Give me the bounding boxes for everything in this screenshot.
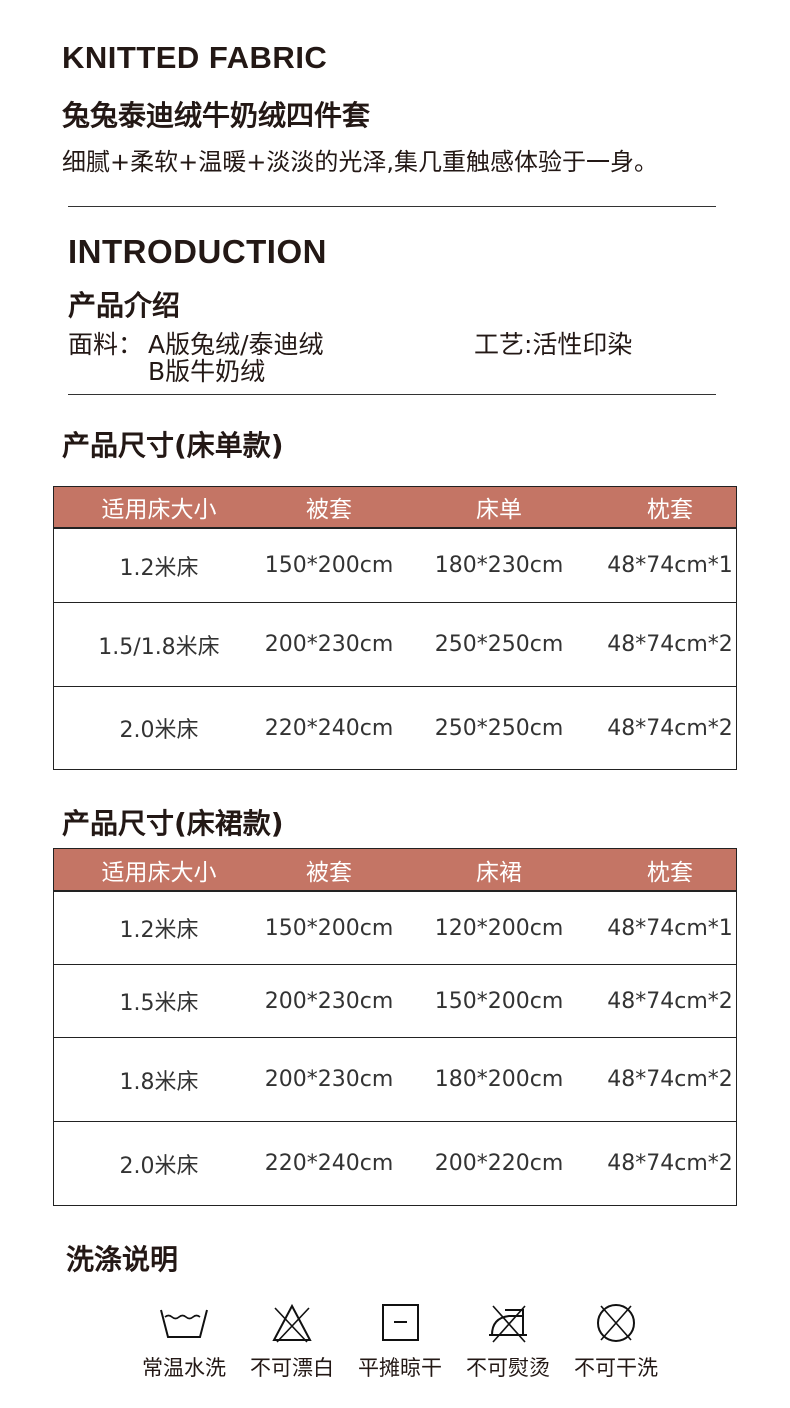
fabric-a: A版兔绒/泰迪绒 [148,330,324,359]
care-item: 不可熨烫 [454,1300,562,1382]
cell: 48*74cm*1 [607,915,733,941]
table-row: 1.5米床 200*230cm 150*200cm 48*74cm*2 [54,964,736,1037]
cell: 1.2米床 [119,918,199,943]
cell: 120*200cm [434,915,564,941]
table-row: 2.0米床 220*240cm 200*220cm 48*74cm*2 [54,1121,736,1205]
cell: 250*250cm [434,715,564,741]
skirt-size-table: 适用床大小 被套 床裙 枕套 1.2米床 150*200cm 120*200cm 48… [53,848,737,1206]
table-row: 1.8米床 200*230cm 180*200cm 48*74cm*2 [54,1037,736,1121]
divider [68,394,716,395]
table-row: 1.2米床 150*200cm 180*230cm 48*74cm*1 [54,529,736,602]
cell: 200*230cm [264,988,394,1014]
title-en: KNITTED FABRIC [62,40,328,75]
title-cn: 兔兔泰迪绒牛奶绒四件套 [62,99,371,132]
header-cell: 适用床大小 [101,859,217,886]
care-label: 平摊晾干 [358,1356,442,1380]
cell: 48*74cm*2 [607,715,733,741]
cell: 48*74cm*1 [607,553,733,578]
intro-title-cn: 产品介绍 [68,289,181,322]
header-cell: 适用床大小 [101,497,217,523]
cell: 220*240cm [264,715,394,741]
care-label: 不可漂白 [250,1356,334,1380]
cell: 180*230cm [434,553,564,578]
cell: 1.2米床 [119,555,199,581]
wash-tub-icon [160,1309,208,1338]
description: 细腻+柔软+温暖+淡淡的光泽,集几重触感体验于一身。 [62,148,658,176]
cell: 48*74cm*2 [607,988,733,1014]
table-row: 2.0米床 220*240cm 250*250cm 48*74cm*2 [54,686,736,769]
care-item: 不可干洗 [562,1300,670,1382]
cell: 220*240cm [264,1151,394,1176]
header-cell: 被套 [306,497,352,523]
care-item: 常温水洗 [130,1300,238,1382]
cell: 1.8米床 [119,1069,199,1095]
cell: 200*230cm [264,1067,394,1092]
skirt-table-title: 产品尺寸(床裙款) [62,807,284,840]
care-item: 平摊晾干 [346,1300,454,1382]
table-row: 1.5/1.8米床 200*230cm 250*250cm 48*74cm*2 [54,602,736,686]
table-row: 1.2米床 150*200cm 120*200cm 48*74cm*1 [54,892,736,964]
sheet-size-table: 适用床大小 被套 床单 枕套 1.2米床 150*200cm 180*230cm 48… [53,486,737,770]
cell: 48*74cm*2 [607,1151,733,1176]
cell: 48*74cm*2 [607,632,733,657]
header-cell: 枕套 [647,497,693,523]
fabric-b: B版牛奶绒 [148,357,266,386]
intro-title-en: INTRODUCTION [68,233,327,270]
care-label: 不可熨烫 [466,1356,550,1380]
table-header: 适用床大小 被套 床裙 枕套 [54,849,736,892]
fabric-label: 面料： [68,330,144,359]
care-item: 不可漂白 [238,1300,346,1382]
cell: 200*220cm [434,1151,564,1176]
cell: 150*200cm [434,988,564,1014]
header-cell: 枕套 [647,859,693,886]
no-bleach-icon [272,1303,312,1343]
care-label: 不可干洗 [574,1356,658,1380]
care-title: 洗涤说明 [66,1243,179,1276]
dry-flat-icon [382,1304,419,1341]
cell: 150*200cm [264,915,394,941]
header-cell: 床裙 [476,859,522,886]
no-iron-icon [489,1305,527,1343]
cell: 250*250cm [434,632,564,657]
cell: 2.0米床 [119,1153,199,1179]
cell: 200*230cm [264,632,394,657]
cell: 180*200cm [434,1067,564,1092]
craft: 工艺:活性印染 [474,330,633,359]
header-cell: 床单 [476,497,522,523]
divider [68,206,716,207]
table-header: 适用床大小 被套 床单 枕套 [54,487,736,529]
header-cell: 被套 [306,859,352,886]
care-label: 常温水洗 [142,1356,226,1380]
care-icons: 常温水洗 不可漂白 平摊晾干 不可熨烫 不可干洗 [130,1300,670,1382]
sheet-table-title: 产品尺寸(床单款) [62,429,284,462]
cell: 150*200cm [264,553,394,578]
cell: 1.5/1.8米床 [98,634,220,660]
no-dryclean-icon [597,1304,635,1342]
cell: 48*74cm*2 [607,1067,733,1092]
cell: 1.5米床 [119,991,199,1016]
cell: 2.0米床 [119,718,199,743]
